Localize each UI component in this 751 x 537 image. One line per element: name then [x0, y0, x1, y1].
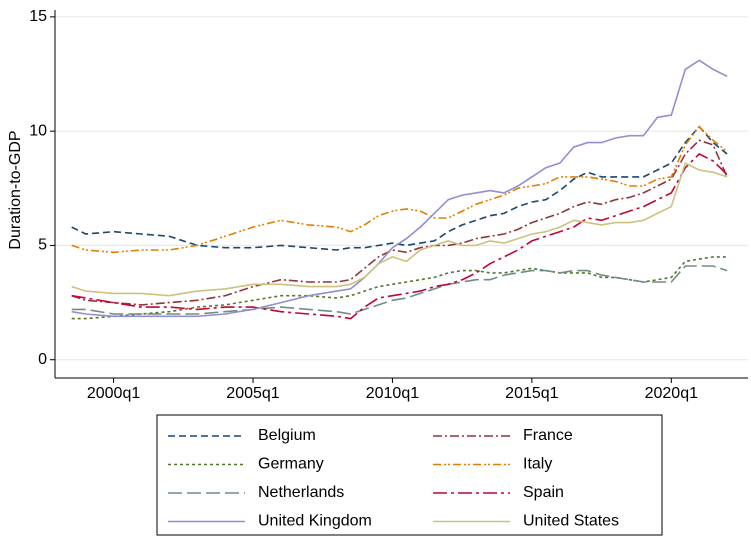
- legend-box: [156, 414, 663, 536]
- y-tick-label: 10: [29, 122, 47, 139]
- series-line: [71, 256, 728, 320]
- legend-label: France: [523, 427, 573, 444]
- x-tick-label: 2005q1: [226, 385, 279, 402]
- legend-label: Spain: [523, 484, 564, 501]
- series-line: [71, 59, 728, 318]
- y-tick-label: 5: [38, 237, 47, 254]
- legend-label: Italy: [523, 456, 552, 473]
- series-line: [71, 265, 728, 315]
- x-tick-label: 2000q1: [87, 385, 140, 402]
- series-line: [71, 125, 728, 251]
- series-line: [71, 125, 728, 254]
- x-tick-label: 2020q1: [645, 385, 698, 402]
- y-tick-label: 15: [29, 8, 47, 25]
- series-line: [71, 153, 728, 320]
- legend-label: Belgium: [258, 427, 316, 444]
- y-axis-title: Duration-to-GDP: [7, 130, 24, 249]
- series-line: [71, 161, 728, 297]
- legend-label: Netherlands: [258, 484, 344, 501]
- x-tick-label: 2010q1: [366, 385, 419, 402]
- x-tick-label: 2015q1: [505, 385, 558, 402]
- series-line: [71, 139, 728, 306]
- legend-label: United Kingdom: [258, 513, 372, 530]
- legend-label: Germany: [258, 456, 324, 473]
- y-tick-label: 0: [38, 351, 47, 368]
- legend-label: United States: [523, 513, 619, 530]
